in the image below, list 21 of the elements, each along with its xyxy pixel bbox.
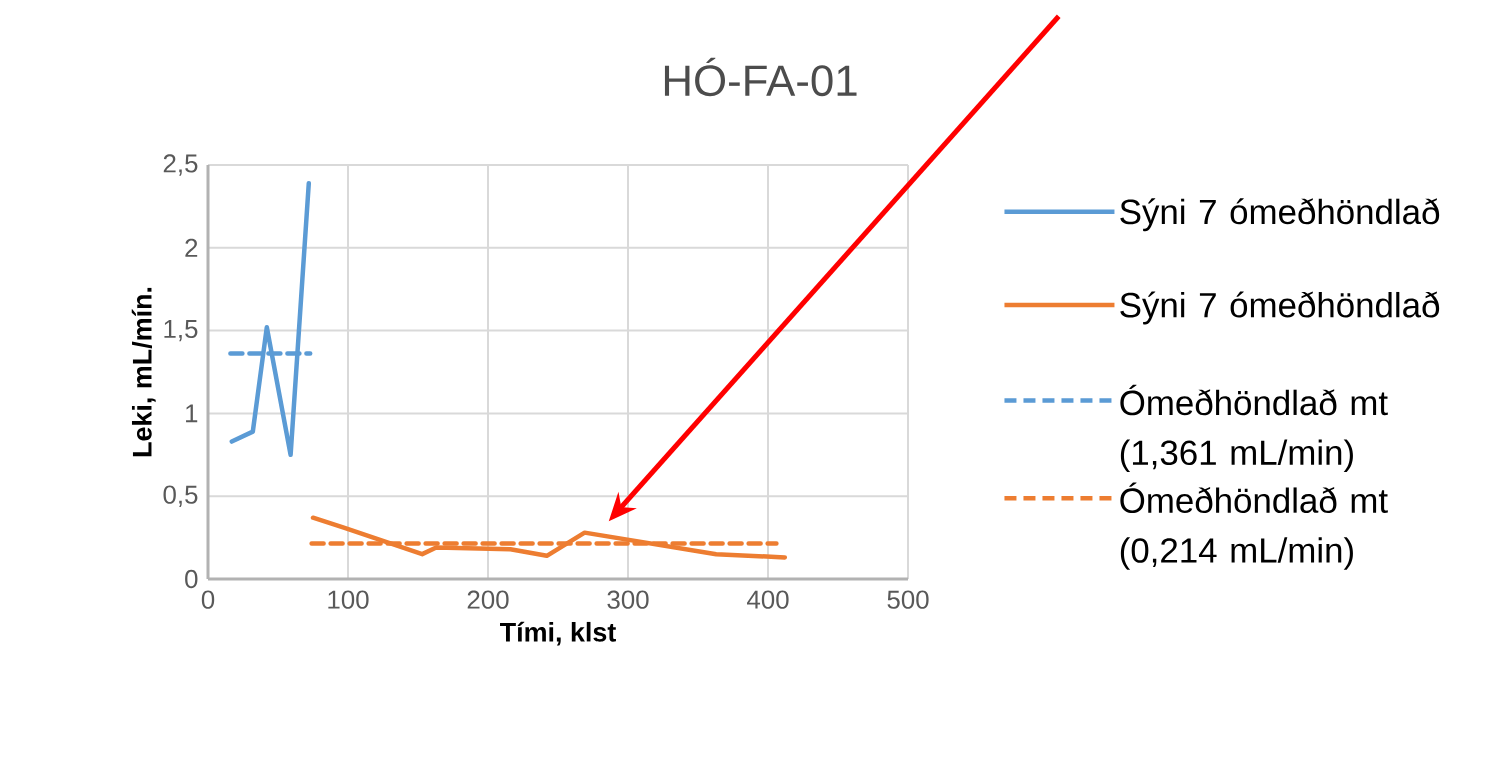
legend-label: Sýni 7 ómeðhöndlað [1120,291,1440,325]
y-tick-label: 0 [185,569,198,589]
x-tick-label: 100 [328,590,369,609]
y-tick-label: 1 [186,404,198,423]
line-series [310,515,788,560]
x-axis-title: Tími, klst [500,621,616,646]
y-tick-label: 0,5 [163,485,198,507]
y-axis-title: Leki, mL/mín. [131,287,156,457]
legend-label: Ómeðhöndlað mt (1,361 mL/min) [1120,384,1388,472]
y-tick-label: 2 [185,238,198,257]
x-tick-label: 0 [201,590,215,609]
y-tick-label: 2,5 [163,154,198,176]
x-tick-label: 300 [607,590,649,609]
y-tick-label: 1,5 [164,320,198,342]
legend-label: Ómeðhöndlað mt (0,214 mL/min) [1120,482,1388,570]
x-tick-label: 400 [747,590,789,609]
x-tick-label: 500 [887,590,929,609]
x-tick-label: 200 [467,590,509,609]
line-series [229,180,312,458]
chart-title: HÓ-FA-01 [664,57,857,97]
legend-label: Sýni 7 ómeðhöndlað [1120,198,1440,232]
